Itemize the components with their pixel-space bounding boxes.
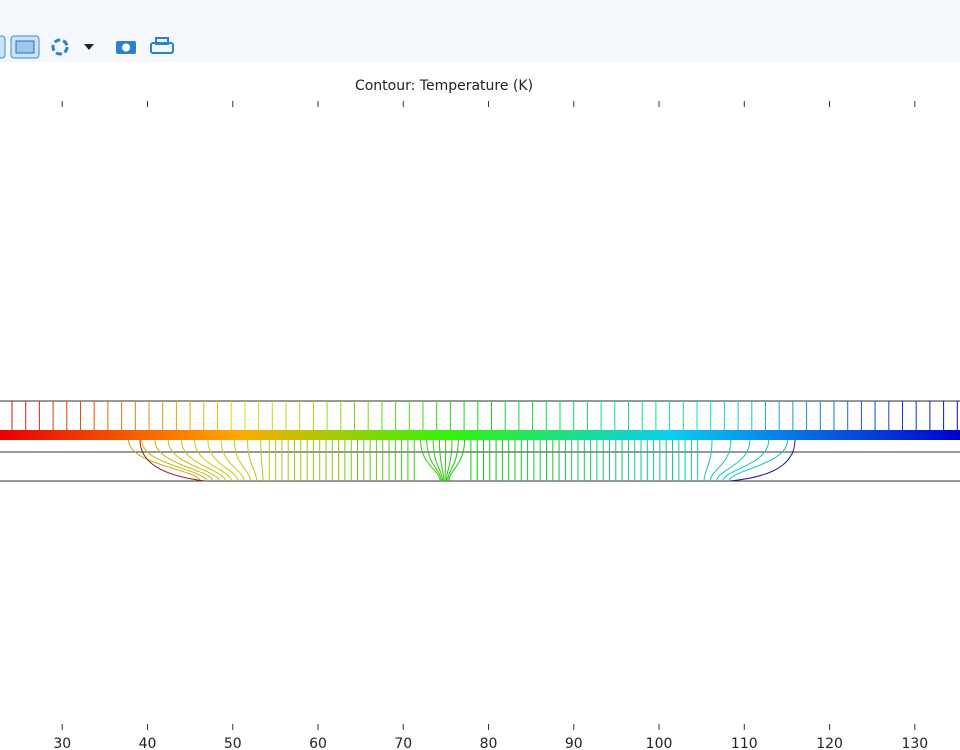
contour-line — [167, 439, 220, 482]
contour-line — [426, 439, 442, 482]
contour-line — [438, 439, 445, 482]
contour-line — [716, 439, 751, 482]
contour-line — [729, 439, 796, 482]
x-tick-label: 50 — [224, 736, 242, 750]
contour-line — [141, 439, 207, 482]
x-tick-label: 130 — [901, 736, 928, 750]
x-tick-label: 120 — [816, 736, 843, 750]
contour-line — [722, 439, 770, 482]
geometry — [0, 400, 960, 482]
contour-line — [194, 439, 232, 482]
contour-line — [260, 439, 264, 482]
icon — [15, 40, 35, 54]
x-tick-label: 90 — [565, 736, 583, 750]
x-tick-label: 40 — [139, 736, 157, 750]
x-tick-label: 80 — [480, 736, 498, 750]
contour-line — [247, 439, 258, 482]
contour-line — [220, 439, 245, 482]
contour-lines — [11, 401, 958, 482]
contour-line — [154, 439, 214, 482]
contour-line — [447, 439, 459, 482]
contour-line — [128, 439, 201, 482]
plot-title: Contour: Temperature (K) — [355, 78, 533, 94]
contour-line — [703, 439, 713, 482]
contour-line — [709, 439, 732, 482]
contour-line — [233, 439, 251, 482]
dropdown-arrow[interactable] — [84, 44, 94, 50]
contour-line — [444, 439, 447, 482]
x-tick-label: 60 — [309, 736, 327, 750]
contour-band — [0, 430, 960, 440]
contour-line — [180, 439, 226, 482]
contour-line — [420, 439, 441, 482]
contour-line — [139, 439, 206, 482]
rotate-icon[interactable] — [51, 38, 69, 56]
x-tick-label: 70 — [394, 736, 412, 750]
contour-line — [448, 439, 466, 482]
toolbar-button[interactable] — [0, 35, 6, 59]
contour-line — [728, 439, 789, 482]
contour-line — [207, 439, 239, 482]
toolbar — [0, 0, 960, 62]
x-tick-label: 100 — [646, 736, 673, 750]
x-tick-label: 30 — [53, 736, 71, 750]
x-tick-label: 110 — [731, 736, 758, 750]
contour-line — [432, 439, 444, 482]
contour-line — [445, 439, 453, 482]
